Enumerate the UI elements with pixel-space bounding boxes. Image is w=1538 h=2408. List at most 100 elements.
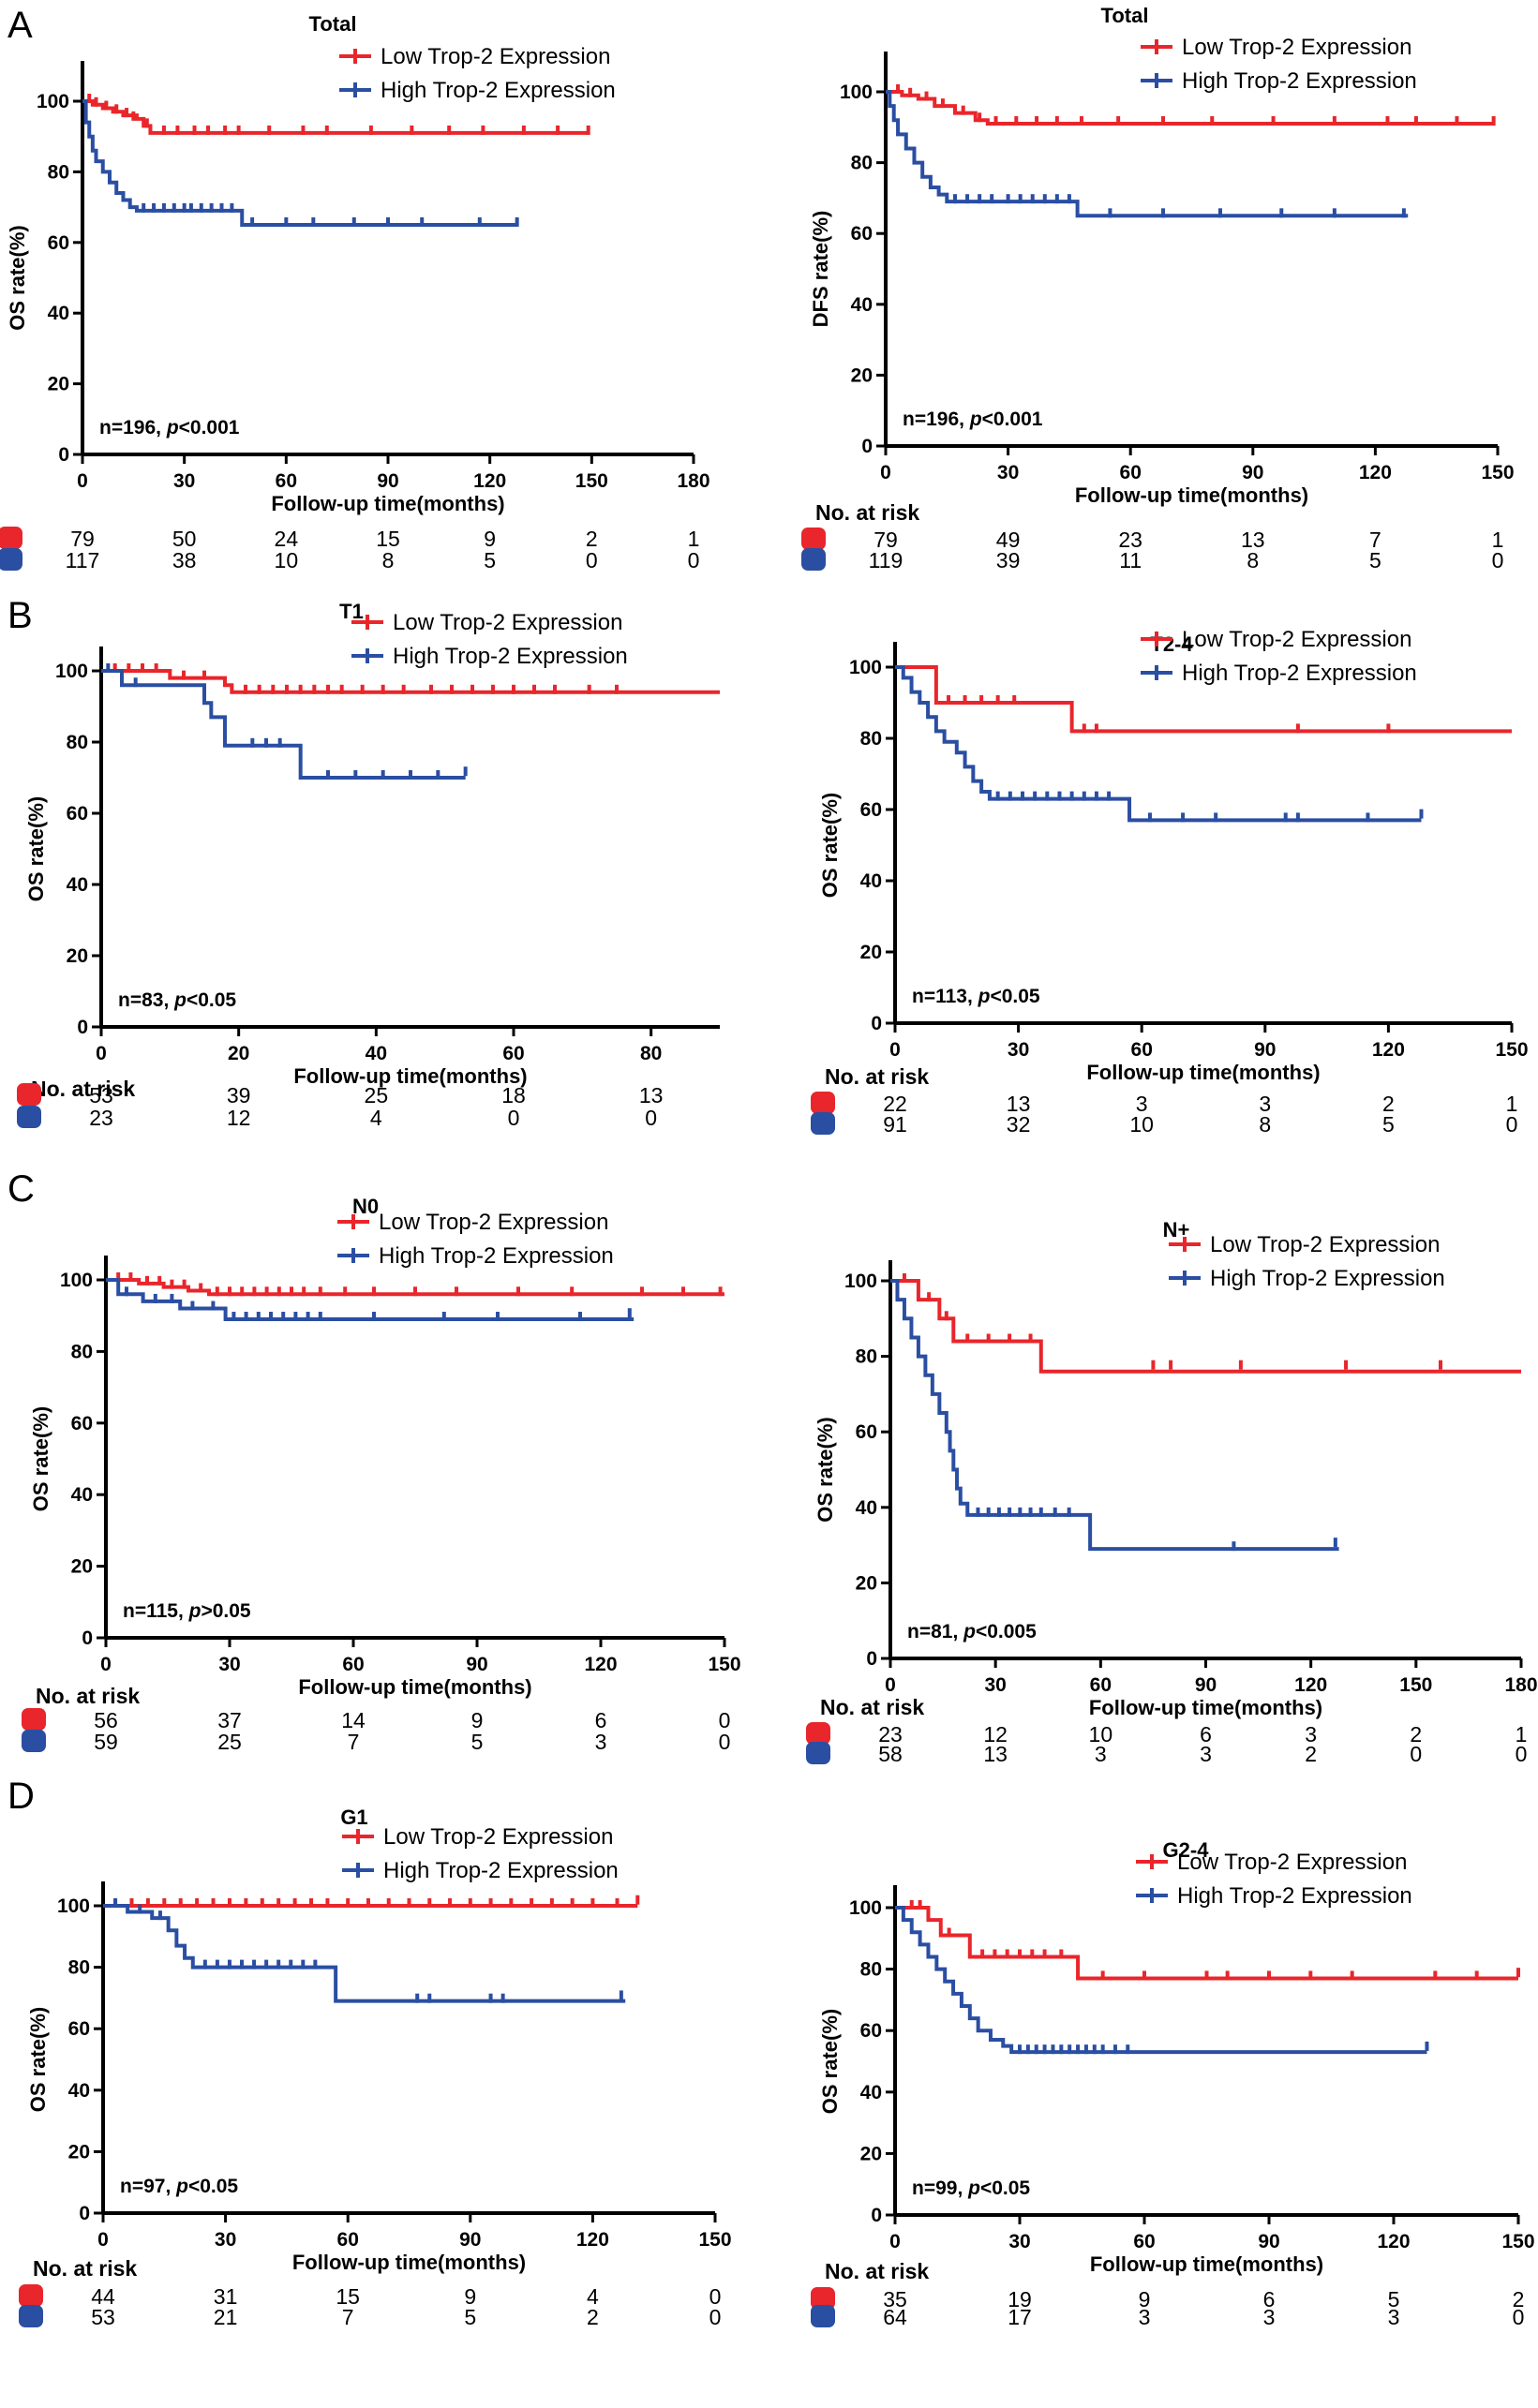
- x-tick-label: 60: [1120, 462, 1142, 483]
- risk-count-high: 25: [217, 1730, 242, 1754]
- risk-count-low: 35: [883, 2287, 907, 2311]
- survival-curve-low: [82, 99, 589, 135]
- stat-p-symbol: p: [963, 1621, 976, 1642]
- x-tick-label: 0: [97, 2229, 109, 2251]
- risk-table-label: No. at risk: [820, 1695, 924, 1719]
- x-axis-title: Follow-up time(months): [271, 492, 504, 515]
- stat-n: n=196,: [99, 417, 167, 438]
- legend-entry: Low Trop-2 Expression: [393, 610, 622, 635]
- legend-entry: High Trop-2 Expression: [383, 1858, 619, 1883]
- y-tick-label: 0: [861, 436, 873, 457]
- risk-count-low: 13: [1007, 1092, 1031, 1116]
- risk-count-high: 8: [1247, 548, 1259, 572]
- risk-table-label: No. at risk: [33, 2256, 137, 2281]
- stat-annotation: n=115, p>0.05: [123, 1600, 251, 1622]
- chart-title: G2-4: [1163, 1838, 1210, 1862]
- x-tick-label: 30: [997, 462, 1019, 483]
- x-tick-label: 120: [1359, 462, 1392, 483]
- risk-row-marker-high: [22, 1730, 46, 1752]
- risk-count-low: 0: [719, 1708, 731, 1732]
- risk-count-low: 2: [1513, 2287, 1525, 2311]
- risk-count-high: 3: [1095, 1742, 1107, 1766]
- risk-count-high: 5: [464, 2305, 476, 2329]
- risk-count-high: 0: [709, 2305, 722, 2329]
- x-axis-title: Follow-up time(months): [1086, 1061, 1320, 1084]
- x-tick-label: 80: [640, 1043, 662, 1064]
- x-tick-label: 90: [377, 470, 398, 492]
- y-tick-label: 60: [68, 2018, 90, 2040]
- risk-count-high: 3: [1200, 1742, 1212, 1766]
- x-tick-label: 150: [708, 1654, 740, 1675]
- x-tick-label: 120: [473, 470, 506, 492]
- risk-row-marker-low: [22, 1708, 46, 1731]
- survival-curve-low: [895, 665, 1512, 734]
- risk-count-high: 119: [869, 548, 903, 572]
- risk-count-low: 9: [464, 2284, 476, 2309]
- risk-count-low: 9: [1139, 2287, 1151, 2311]
- risk-count-low: 31: [214, 2284, 238, 2309]
- y-tick-label: 60: [67, 803, 88, 825]
- risk-count-low: 7: [1369, 528, 1381, 552]
- x-tick-label: 120: [1377, 2231, 1410, 2252]
- risk-count-low: 10: [1089, 1722, 1113, 1747]
- y-tick-label: 80: [48, 161, 69, 183]
- legend-entry: Low Trop-2 Expression: [379, 1210, 608, 1235]
- y-tick-label: 0: [79, 2203, 90, 2224]
- risk-count-high: 0: [645, 1106, 657, 1130]
- stat-n: n=196,: [903, 409, 970, 430]
- y-tick-label: 60: [860, 799, 882, 821]
- stat-p-value: >0.05: [201, 1600, 250, 1622]
- x-tick-label: 0: [77, 470, 88, 492]
- risk-count-low: 79: [70, 527, 95, 551]
- risk-count-high: 8: [1259, 1112, 1271, 1137]
- risk-row-marker-low: [811, 1092, 835, 1114]
- legend-entry: High Trop-2 Expression: [381, 78, 616, 103]
- x-tick-label: 150: [1495, 1039, 1528, 1061]
- y-tick-label: 60: [48, 232, 69, 254]
- y-tick-label: 40: [851, 294, 873, 316]
- risk-count-high: 7: [348, 1730, 360, 1754]
- risk-count-high: 2: [1305, 1742, 1317, 1766]
- y-tick-label: 80: [68, 1957, 90, 1979]
- legend-entry: Low Trop-2 Expression: [1182, 627, 1411, 652]
- risk-count-low: 0: [709, 2284, 722, 2309]
- y-tick-label: 20: [851, 364, 873, 386]
- risk-table-label: No. at risk: [825, 2259, 929, 2283]
- y-tick-label: 0: [58, 444, 69, 466]
- x-tick-label: 20: [228, 1043, 249, 1064]
- stat-p-value: <0.001: [982, 409, 1043, 430]
- stat-n: n=97,: [120, 2176, 176, 2197]
- risk-count-high: 5: [484, 548, 496, 572]
- risk-count-high: 38: [172, 548, 197, 572]
- y-tick-label: 20: [860, 2143, 882, 2164]
- risk-count-high: 32: [1007, 1112, 1031, 1137]
- risk-count-high: 0: [586, 548, 598, 572]
- risk-count-high: 0: [1506, 1112, 1518, 1137]
- y-tick-label: 80: [851, 153, 873, 174]
- y-tick-label: 80: [860, 1959, 882, 1981]
- risk-count-low: 1: [1516, 1722, 1528, 1747]
- risk-count-high: 11: [1119, 548, 1142, 572]
- legend-entry: High Trop-2 Expression: [379, 1243, 614, 1269]
- risk-count-low: 37: [217, 1708, 242, 1732]
- x-tick-label: 150: [698, 2229, 731, 2251]
- x-tick-label: 120: [1294, 1674, 1327, 1696]
- x-tick-label: 60: [1131, 1039, 1153, 1061]
- y-tick-label: 60: [71, 1413, 93, 1434]
- panel-letter-a: A: [7, 5, 33, 46]
- survival-curve-high: [106, 1278, 635, 1322]
- y-tick-label: 100: [60, 1270, 93, 1291]
- risk-count-low: 79: [874, 528, 898, 552]
- y-tick-label: 100: [840, 82, 873, 103]
- chart-title: N0: [352, 1195, 379, 1218]
- y-axis-title: OS rate(%): [818, 793, 842, 898]
- risk-count-low: 53: [89, 1083, 113, 1107]
- chart-title: Total: [1101, 4, 1149, 27]
- survival-curve-high: [101, 669, 466, 780]
- risk-count-low: 18: [501, 1083, 526, 1107]
